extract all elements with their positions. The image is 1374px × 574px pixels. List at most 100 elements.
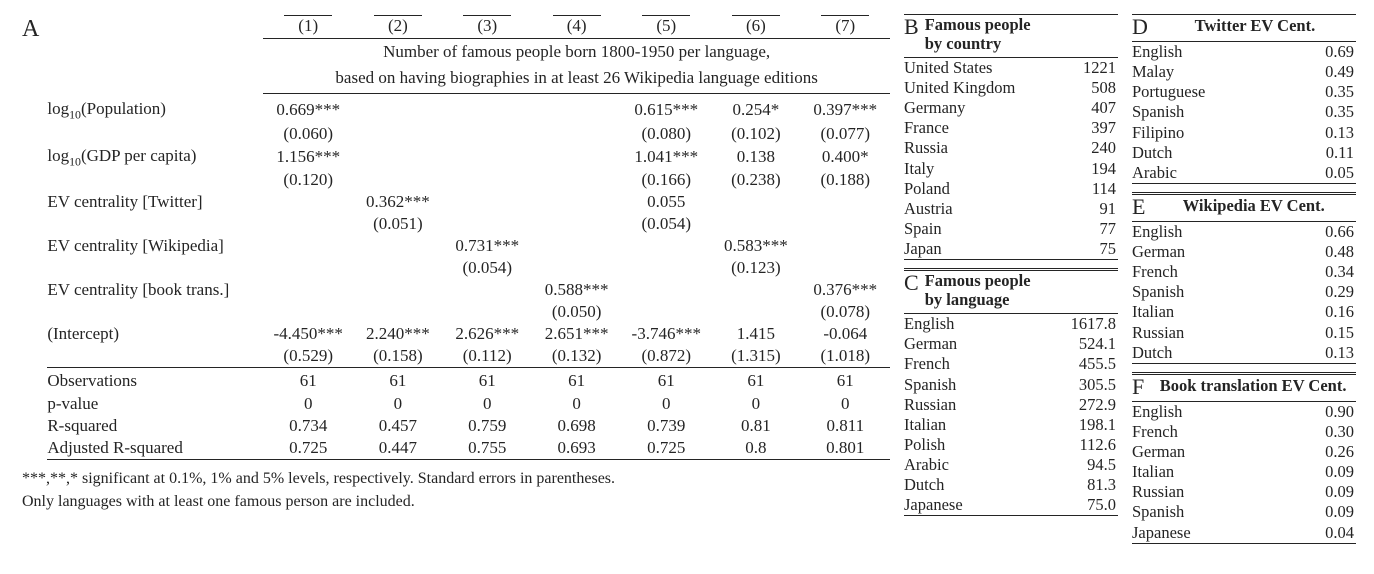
item-value: 198.1 <box>1062 415 1116 435</box>
list-item: French0.34 <box>1132 262 1356 282</box>
coef-cell <box>443 145 532 169</box>
stat-cell: 61 <box>353 370 442 392</box>
se-cell: (1.315) <box>711 345 800 368</box>
list-item: Spain77 <box>904 219 1118 239</box>
panel-b-header: B Famous peopleby country <box>904 14 1118 58</box>
item-value: 81.3 <box>1062 475 1116 495</box>
stat-cell: 0 <box>443 393 532 415</box>
panel-e: E Wikipedia EV Cent. English 0.66 German 0.… <box>1132 192 1356 364</box>
col-number-row: (1)(2)(3) (4)(5)(6) (7) <box>47 14 890 37</box>
stat-row: Adjusted R-squared0.7250.4470.7550.6930.… <box>47 437 890 460</box>
panel-e-header: E Wikipedia EV Cent. <box>1132 192 1356 222</box>
se-cell: (0.872) <box>621 345 711 368</box>
se-cell <box>711 301 800 323</box>
stat-cell: 61 <box>621 370 711 392</box>
item-value: 240 <box>1062 138 1116 158</box>
item-label: Malay <box>1132 62 1174 82</box>
item-value: 524.1 <box>1062 334 1116 354</box>
item-label: Filipino <box>1132 123 1184 143</box>
coef-cell <box>532 191 621 213</box>
list-item: English0.69 <box>1132 42 1356 62</box>
item-label: French <box>904 354 950 374</box>
coef-row: (Intercept)-4.450***2.240***2.626***2.65… <box>47 323 890 345</box>
list-item: United Kingdom 508 <box>904 78 1118 98</box>
coef-row: log10(Population)0.669***0.615***0.254*0… <box>47 95 890 122</box>
coef-cell <box>621 235 711 257</box>
coef-row: EV centrality [Wikipedia]0.731***0.583**… <box>47 235 890 257</box>
list-item: Malay 0.49 <box>1132 62 1356 82</box>
panels-def-column: D Twitter EV Cent. English0.69Malay0.49P… <box>1132 14 1356 574</box>
item-value: 508 <box>1062 78 1116 98</box>
stat-cell: 0 <box>263 393 353 415</box>
col-header: (3) <box>443 14 532 37</box>
list-item: Italy194 <box>904 159 1118 179</box>
item-value: 1221 <box>1062 58 1116 78</box>
stat-cell: 0.725 <box>621 437 711 460</box>
coef-cell: 2.626*** <box>443 323 532 345</box>
list-item: Poland114 <box>904 179 1118 199</box>
coef-cell <box>532 235 621 257</box>
item-value: 0.30 <box>1300 422 1354 442</box>
se-cell: (0.060) <box>263 123 353 145</box>
coef-cell <box>443 95 532 122</box>
item-label: United Kingdom <box>904 78 1015 98</box>
item-value: 91 <box>1062 199 1116 219</box>
item-label: Russian <box>904 395 956 415</box>
stat-cell: 0 <box>711 393 800 415</box>
panel-f-header: F Book translation EV Cent. <box>1132 372 1356 402</box>
stat-label: R-squared <box>47 415 263 437</box>
panels-bc-column: B Famous peopleby country United States1… <box>904 14 1118 574</box>
item-label: Spain <box>904 219 942 239</box>
item-label: Germany <box>904 98 965 118</box>
se-cell: (0.123) <box>711 257 800 279</box>
se-cell: (0.078) <box>801 301 890 323</box>
stat-cell: 0.698 <box>532 415 621 437</box>
item-label: Italian <box>904 415 946 435</box>
stat-label: Adjusted R-squared <box>47 437 263 460</box>
coef-cell <box>263 279 353 301</box>
item-value: 0.09 <box>1300 502 1354 522</box>
item-label: Spanish <box>1132 282 1184 302</box>
se-cell: (0.120) <box>263 169 353 191</box>
list-item: Russian0.09 <box>1132 482 1356 502</box>
stat-row: Observations61616161616161 <box>47 370 890 392</box>
item-value: 0.34 <box>1300 262 1354 282</box>
item-value: 397 <box>1062 118 1116 138</box>
stat-row: R-squared0.7340.4570.7590.6980.7390.810.… <box>47 415 890 437</box>
item-value: 0.35 <box>1300 102 1354 122</box>
panel-d: D Twitter EV Cent. English0.69Malay0.49P… <box>1132 14 1356 184</box>
stat-cell: 61 <box>711 370 800 392</box>
coef-cell: 1.041*** <box>621 145 711 169</box>
panel-a: A (1)(2)(3) (4)(5)(6) (7) <box>22 14 890 574</box>
item-label: France <box>904 118 949 138</box>
coef-cell <box>353 279 442 301</box>
coef-cell: -4.450*** <box>263 323 353 345</box>
se-cell: (0.077) <box>801 123 890 145</box>
se-row: (0.529)(0.158)(0.112)(0.132)(0.872)(1.31… <box>47 345 890 368</box>
item-label: Dutch <box>904 475 944 495</box>
item-label: German <box>1132 442 1185 462</box>
se-cell <box>532 213 621 235</box>
item-label: Japanese <box>904 495 963 515</box>
stat-cell: 0 <box>621 393 711 415</box>
coef-cell <box>801 235 890 257</box>
item-label: Portuguese <box>1132 82 1205 102</box>
coef-cell: 2.651*** <box>532 323 621 345</box>
list-item: Italian 198.1 <box>904 415 1118 435</box>
item-value: 0.66 <box>1300 222 1354 242</box>
list-item: Spanish0.35 <box>1132 102 1356 122</box>
stat-cell: 0 <box>801 393 890 415</box>
item-label: English <box>1132 42 1182 62</box>
stat-cell: 0.739 <box>621 415 711 437</box>
item-label: English <box>1132 222 1182 242</box>
col-header: (6) <box>711 14 800 37</box>
item-value: 0.49 <box>1300 62 1354 82</box>
item-value: 0.29 <box>1300 282 1354 302</box>
var-label: (Intercept) <box>47 323 263 345</box>
se-row: (0.054)(0.123) <box>47 257 890 279</box>
stat-cell: 61 <box>263 370 353 392</box>
se-row: (0.120)(0.166)(0.238)(0.188) <box>47 169 890 191</box>
item-label: German <box>1132 242 1185 262</box>
se-cell: (0.050) <box>532 301 621 323</box>
coef-cell <box>711 191 800 213</box>
